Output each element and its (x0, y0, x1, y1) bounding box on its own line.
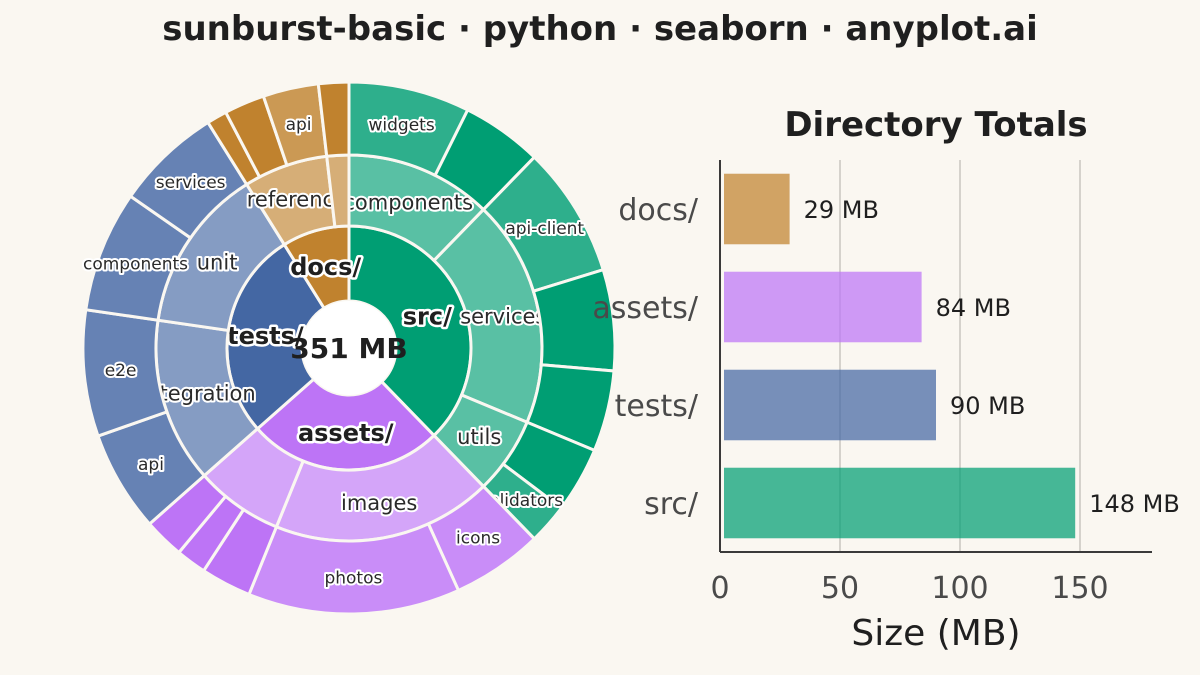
sunburst-label-tests: tests/ (227, 322, 304, 350)
sunburst-label-docs-reference-api: api (286, 115, 312, 135)
sunburst-label-assets-images: images (341, 491, 417, 515)
bar-assets (724, 271, 922, 343)
bar-category-label-docs: docs/ (618, 193, 699, 228)
x-tick-label-50: 50 (821, 571, 859, 606)
bar-value-label-docs: 29 MB (804, 196, 879, 224)
chart-title: sunburst-basic · python · seaborn · anyp… (162, 9, 1038, 49)
sunburst-segment-docs-unnamed-unnamed (316, 80, 351, 158)
bar-chart-title: Directory Totals (784, 105, 1087, 145)
sunburst-label-assets-images-photos: photos (324, 568, 382, 588)
x-tick-label-0: 0 (710, 571, 729, 606)
sunburst-label-tests-unit-services: services (156, 173, 226, 193)
sunburst-center-label: 351 MB (290, 332, 407, 365)
bar-category-label-tests: tests/ (615, 389, 699, 424)
x-tick-label-150: 150 (1051, 571, 1108, 606)
bar-chart: Directory Totals docs/29 MB assets/84 MB te… (592, 105, 1179, 654)
bar-tests (724, 369, 936, 441)
sunburst-label-tests-unit-components: components (83, 255, 188, 275)
sunburst-label-src: src/ (403, 303, 452, 331)
sunburst-label-tests-integration-e2e: e2e (105, 361, 137, 381)
bar-value-label-src: 148 MB (1089, 490, 1180, 518)
sunburst-label-src-services-api-client: api-client (505, 219, 584, 239)
sunburst-label-src-utils: utils (457, 425, 501, 449)
bar-value-label-assets: 84 MB (936, 294, 1011, 322)
sunburst-label-tests-integration-api: api (138, 455, 164, 475)
sunburst-label-tests-unit: unit (197, 250, 238, 274)
bar-value-label-tests: 90 MB (950, 392, 1025, 420)
sunburst-center-hole (302, 301, 396, 395)
bar-category-label-assets: assets/ (592, 291, 698, 326)
bar-docs (724, 173, 790, 245)
sunburst-chart: src/components widgets services api-client u… (81, 80, 617, 616)
sunburst-label-docs: docs/ (290, 253, 361, 281)
sunburst-label-src-components-widgets: widgets (369, 116, 435, 136)
x-axis-label: Size (MB) (851, 613, 1020, 654)
sunburst-label-assets: assets/ (298, 419, 394, 447)
sunburst-label-assets-images-icons: icons (456, 529, 500, 549)
bar-src (724, 467, 1076, 539)
x-tick-label-100: 100 (931, 571, 988, 606)
bar-category-label-src: src/ (644, 487, 699, 522)
sunburst-label-src-services: services (460, 305, 546, 329)
sunburst-label-src-components: components (343, 190, 473, 214)
